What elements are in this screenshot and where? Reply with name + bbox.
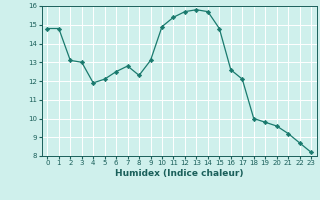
X-axis label: Humidex (Indice chaleur): Humidex (Indice chaleur): [115, 169, 244, 178]
